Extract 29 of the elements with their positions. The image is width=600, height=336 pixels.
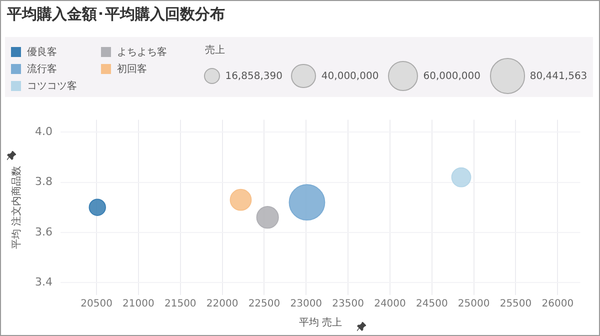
x-axis-title: 平均 売上	[298, 316, 342, 329]
x-tick-label: 23000	[290, 298, 322, 310]
legend-title: 売上	[205, 44, 225, 57]
x-tick-label: 22500	[248, 298, 280, 310]
x-tick-label: 26000	[542, 298, 574, 310]
legend-label: 80,441,563	[530, 70, 588, 82]
x-tick-label: 21000	[122, 298, 154, 310]
y-tick-label: 3.6	[34, 225, 52, 238]
x-tick-label: 24500	[416, 298, 448, 310]
x-tick-label: 25500	[500, 298, 532, 310]
x-tick-label: 24000	[374, 298, 406, 310]
legend-label: よちよち客	[117, 46, 167, 58]
chart-title: 平均購入金額･平均購入回数分布	[7, 5, 225, 24]
x-tick-label: 25000	[458, 298, 490, 310]
y-axis-title: 平均 注文内商品数	[10, 166, 23, 249]
legend-label: 60,000,000	[423, 70, 481, 82]
x-tick-label: 22000	[206, 298, 238, 310]
legend-label: 40,000,000	[321, 70, 379, 82]
x-tick-label: 21500	[164, 298, 196, 310]
legend-label: 流行客	[27, 62, 57, 76]
legend-label: 優良客	[27, 46, 57, 58]
legend-label: 初回客	[117, 62, 147, 76]
legend-label: 16,858,390	[225, 70, 282, 82]
legend-label: コツコツ客	[27, 80, 77, 92]
x-tick-label: 20500	[80, 298, 112, 310]
y-tick-label: 3.8	[34, 175, 52, 188]
y-tick-label: 3.4	[34, 275, 52, 288]
x-tick-label: 23500	[332, 298, 364, 310]
y-tick-label: 4.0	[34, 125, 52, 138]
